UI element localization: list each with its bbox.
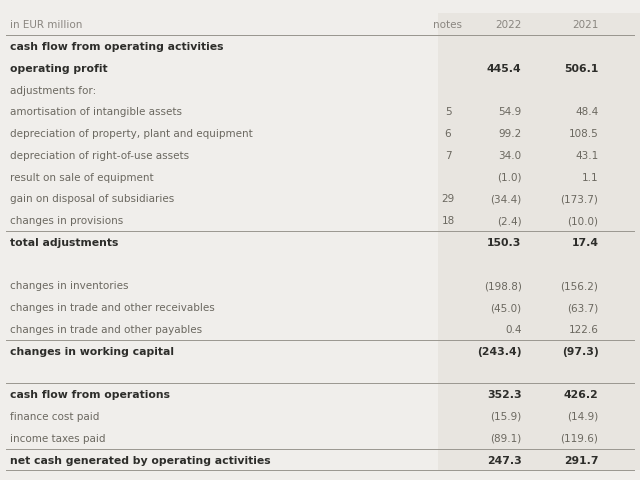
Text: cash flow from operating activities: cash flow from operating activities bbox=[10, 42, 223, 52]
Text: changes in trade and other receivables: changes in trade and other receivables bbox=[10, 302, 214, 312]
Text: 29: 29 bbox=[442, 194, 454, 204]
Text: gain on disposal of subsidiaries: gain on disposal of subsidiaries bbox=[10, 194, 174, 204]
Text: 247.3: 247.3 bbox=[487, 455, 522, 465]
Text: 7: 7 bbox=[445, 151, 451, 160]
Text: amortisation of intangible assets: amortisation of intangible assets bbox=[10, 107, 182, 117]
Text: (243.4): (243.4) bbox=[477, 346, 522, 356]
Text: 43.1: 43.1 bbox=[575, 151, 598, 160]
Text: 18: 18 bbox=[442, 216, 454, 226]
Text: (97.3): (97.3) bbox=[562, 346, 598, 356]
Text: 6: 6 bbox=[445, 129, 451, 139]
Text: changes in inventories: changes in inventories bbox=[10, 281, 128, 291]
Text: 5: 5 bbox=[445, 107, 451, 117]
Text: result on sale of equipment: result on sale of equipment bbox=[10, 172, 153, 182]
Text: (119.6): (119.6) bbox=[561, 433, 598, 443]
Text: 426.2: 426.2 bbox=[564, 389, 598, 399]
Text: 99.2: 99.2 bbox=[499, 129, 522, 139]
Text: 506.1: 506.1 bbox=[564, 64, 598, 73]
Text: 291.7: 291.7 bbox=[564, 455, 598, 465]
Text: 445.4: 445.4 bbox=[487, 64, 522, 73]
Text: changes in working capital: changes in working capital bbox=[10, 346, 173, 356]
Text: depreciation of right-of-use assets: depreciation of right-of-use assets bbox=[10, 151, 189, 160]
Text: 2022: 2022 bbox=[495, 20, 522, 30]
Text: total adjustments: total adjustments bbox=[10, 238, 118, 247]
Text: (2.4): (2.4) bbox=[497, 216, 522, 226]
Text: (15.9): (15.9) bbox=[490, 411, 522, 421]
Text: changes in trade and other payables: changes in trade and other payables bbox=[10, 324, 202, 334]
Text: (63.7): (63.7) bbox=[567, 302, 598, 312]
Text: (156.2): (156.2) bbox=[561, 281, 598, 291]
Text: changes in provisions: changes in provisions bbox=[10, 216, 123, 226]
Text: 54.9: 54.9 bbox=[499, 107, 522, 117]
Text: cash flow from operations: cash flow from operations bbox=[10, 389, 170, 399]
Text: (34.4): (34.4) bbox=[490, 194, 522, 204]
Text: (89.1): (89.1) bbox=[490, 433, 522, 443]
Text: (173.7): (173.7) bbox=[561, 194, 598, 204]
Text: 122.6: 122.6 bbox=[568, 324, 598, 334]
Text: 34.0: 34.0 bbox=[499, 151, 522, 160]
Text: notes: notes bbox=[433, 20, 463, 30]
Text: net cash generated by operating activities: net cash generated by operating activiti… bbox=[10, 455, 270, 465]
Text: 150.3: 150.3 bbox=[487, 238, 522, 247]
Text: 17.4: 17.4 bbox=[572, 238, 598, 247]
Text: 0.4: 0.4 bbox=[505, 324, 522, 334]
Text: (14.9): (14.9) bbox=[567, 411, 598, 421]
Text: income taxes paid: income taxes paid bbox=[10, 433, 105, 443]
Text: depreciation of property, plant and equipment: depreciation of property, plant and equi… bbox=[10, 129, 252, 139]
Text: operating profit: operating profit bbox=[10, 64, 108, 73]
Text: (10.0): (10.0) bbox=[568, 216, 598, 226]
Text: adjustments for:: adjustments for: bbox=[10, 85, 96, 96]
Text: 108.5: 108.5 bbox=[569, 129, 598, 139]
Text: (198.8): (198.8) bbox=[484, 281, 522, 291]
Text: 352.3: 352.3 bbox=[487, 389, 522, 399]
Text: 1.1: 1.1 bbox=[582, 172, 598, 182]
Text: 2021: 2021 bbox=[572, 20, 598, 30]
Text: 48.4: 48.4 bbox=[575, 107, 598, 117]
Text: finance cost paid: finance cost paid bbox=[10, 411, 99, 421]
Text: in EUR million: in EUR million bbox=[10, 20, 82, 30]
FancyBboxPatch shape bbox=[438, 14, 640, 470]
Text: (1.0): (1.0) bbox=[497, 172, 522, 182]
Text: (45.0): (45.0) bbox=[490, 302, 522, 312]
